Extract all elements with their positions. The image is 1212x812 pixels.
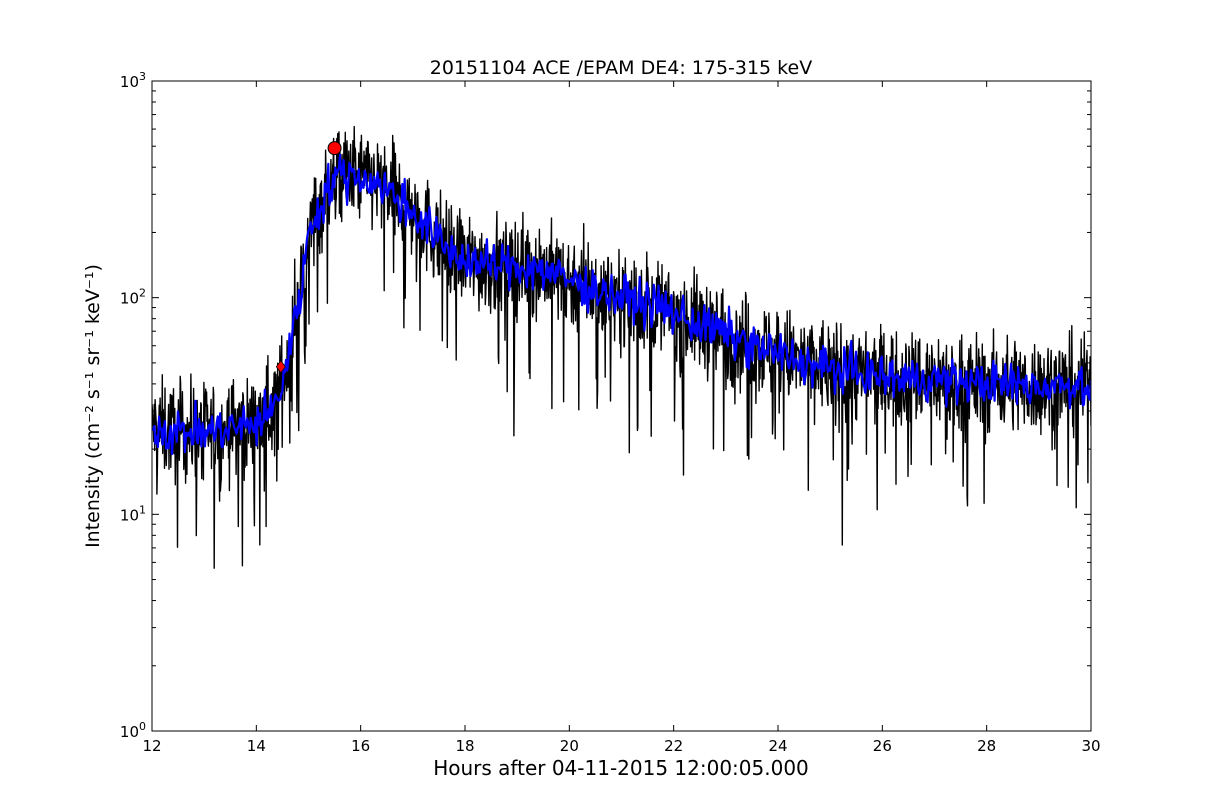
x-tick-label: 14 bbox=[247, 737, 266, 755]
y-axis-label: Intensity (cm⁻² s⁻¹ sr⁻¹ keV⁻¹) bbox=[82, 264, 104, 548]
axes-frame bbox=[151, 80, 1092, 732]
y-tick-label: 100 bbox=[120, 720, 146, 741]
onset-marker-diamond bbox=[275, 360, 286, 374]
y-tick-label: 101 bbox=[120, 503, 146, 524]
plot-area: 12 14 16 18 20 22 24 26 28 30 100 101 102 103 bbox=[120, 70, 1101, 755]
x-tick-label: 28 bbox=[977, 737, 996, 755]
x-tick-label: 22 bbox=[664, 737, 683, 755]
y-tick-label: 102 bbox=[120, 287, 146, 308]
x-tick-label: 18 bbox=[455, 737, 474, 755]
x-tick-label: 12 bbox=[142, 737, 161, 755]
series-smoothed-line bbox=[152, 153, 1091, 456]
x-tick-label: 30 bbox=[1081, 737, 1100, 755]
x-tick-label: 26 bbox=[873, 737, 892, 755]
data-group bbox=[152, 125, 1091, 569]
y-tick-label: 103 bbox=[120, 70, 146, 91]
x-tick-label: 20 bbox=[560, 737, 579, 755]
peak-marker-circle bbox=[327, 141, 342, 156]
x-tick-label: 24 bbox=[768, 737, 787, 755]
chart-title: 20151104 ACE /EPAM DE4: 175-315 keV bbox=[430, 57, 812, 79]
x-axis-label: Hours after 04-11-2015 12:00:05.000 bbox=[433, 756, 809, 780]
x-tick-label: 16 bbox=[351, 737, 370, 755]
